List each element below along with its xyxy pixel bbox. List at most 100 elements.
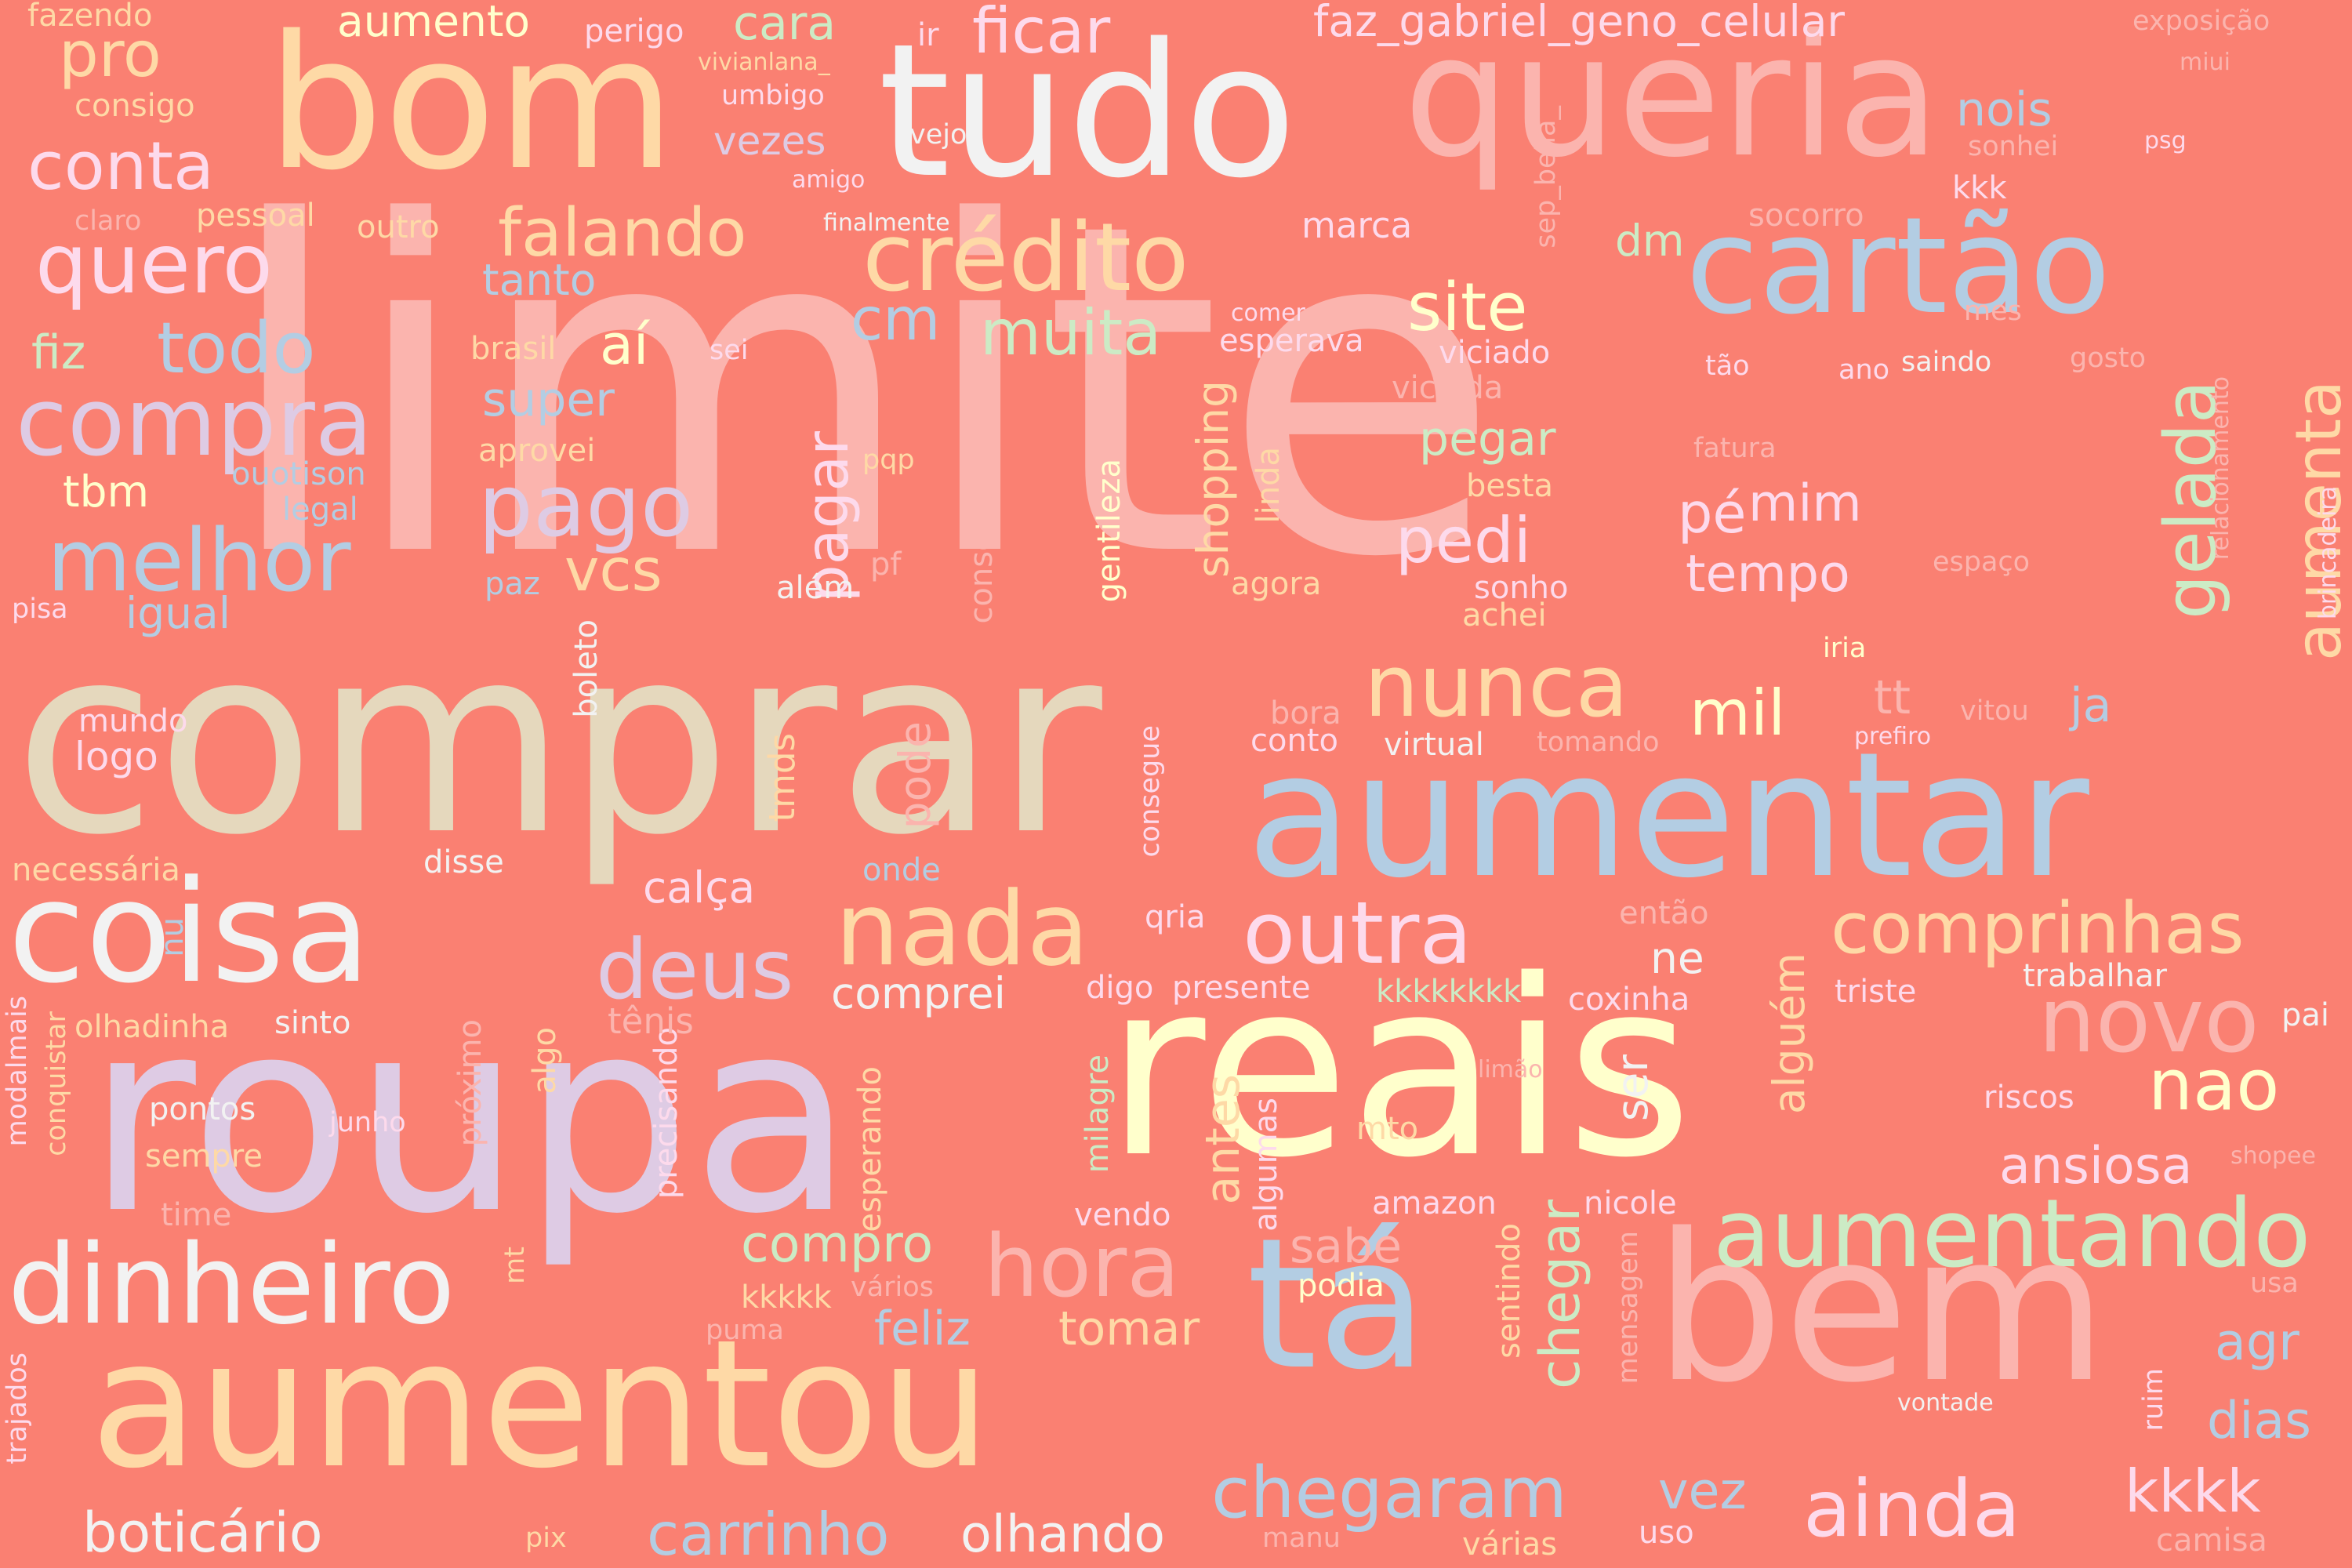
word-sonhei: sonhei [1968, 131, 2059, 162]
word-sonho: sonho [1474, 570, 1569, 606]
word-mim: mim [1748, 474, 1862, 533]
word-dinheiro: dinheiro [8, 1221, 456, 1349]
word-esperando: esperando [852, 1066, 888, 1232]
word-proximo: próximo [452, 1019, 488, 1147]
word-nu: nu [154, 917, 191, 957]
word-varios: vários [851, 1272, 934, 1303]
word-puma: puma [706, 1315, 784, 1346]
word-sempre: sempre [145, 1138, 263, 1174]
word-ficar: ficar [972, 0, 1111, 67]
word-tudo: tudo [878, 5, 1298, 219]
word-agora: agora [1231, 566, 1322, 602]
word-exposicao: exposição [2132, 5, 2270, 37]
word-logo: logo [74, 734, 158, 779]
word-mto: mto [1356, 1111, 1419, 1147]
word-kkkk: kkkk [2125, 1457, 2261, 1526]
word-tomar: tomar [1058, 1301, 1200, 1356]
word-riscos: riscos [1984, 1080, 2074, 1116]
word-trajados: trajados [2, 1352, 33, 1465]
word-mensagem: mensagem [1613, 1231, 1644, 1385]
word-reais: reais [1105, 928, 1693, 1211]
word-alem: além [776, 570, 855, 606]
word-iria: iria [1823, 633, 1867, 664]
word-triste: triste [1835, 974, 1917, 1010]
word-achei: achei [1462, 597, 1547, 633]
word-vivianlana: vivianlana_ [698, 49, 830, 76]
word-socorro: socorro [1748, 198, 1864, 234]
word-claro: claro [74, 205, 142, 237]
word-nada: nada [835, 869, 1090, 989]
word-limite: limite [221, 127, 1501, 656]
word-igual: igual [125, 588, 231, 638]
word-sei: sei [710, 335, 749, 366]
word-bora: bora [1270, 695, 1341, 731]
word-pro: pro [59, 18, 162, 91]
word-agr: agr [2215, 1313, 2299, 1372]
word-tmds: tmds [761, 733, 803, 822]
word-miui: miui [2180, 49, 2230, 76]
word-feliz: feliz [874, 1301, 971, 1356]
word-besta: besta [1466, 468, 1554, 504]
word-pedi: pedi [1396, 504, 1532, 577]
word-site: site [1407, 269, 1528, 347]
word-amigo: amigo [792, 166, 866, 194]
word-olhando: olhando [960, 1505, 1166, 1564]
word-camisa: camisa [2156, 1523, 2267, 1559]
word-melhor: melhor [47, 510, 351, 611]
word-roupa: roupa [86, 962, 855, 1272]
word-pai: pai [2281, 997, 2330, 1033]
word-cm: cm [851, 285, 941, 354]
word-ja: ja [2070, 678, 2112, 733]
word-pegar: pegar [1419, 412, 1556, 466]
word-pe: pé [1678, 481, 1747, 546]
word-trabalhar: trabalhar [2023, 958, 2167, 994]
word-todo: todo [157, 307, 316, 390]
word-sentindo: sentindo [1491, 1223, 1527, 1359]
word-olhadinha: olhadinha [74, 1009, 230, 1045]
word-dias: dias [2207, 1392, 2312, 1450]
word-consegue: consegue [1134, 725, 1166, 858]
word-sep-bella: sep_bella_ [1530, 106, 1562, 249]
word-pode: pode [890, 721, 940, 829]
word-aumento: aumento [337, 0, 531, 46]
word-ruim: ruim [2138, 1368, 2169, 1432]
word-aumentou: aumentou [90, 1302, 992, 1508]
word-nois: nois [1956, 82, 2053, 137]
word-tt: tt [1874, 670, 1911, 725]
word-qria: qria [1145, 899, 1206, 935]
word-chegaram: chegaram [1211, 1452, 1567, 1534]
word-comprar: comprar [14, 590, 1102, 891]
word-uso: uso [1639, 1515, 1694, 1551]
word-finalmente: finalmente [823, 209, 950, 237]
word-conseguir: conseguir [964, 470, 1000, 624]
word-brincadeira: brincadeira [2314, 486, 2342, 620]
word-chegar: chegar [1528, 1200, 1592, 1390]
word-alguem: alguém [1764, 953, 1814, 1115]
word-tbm: tbm [63, 466, 150, 517]
word-credito: crédito [862, 204, 1189, 313]
word-ta: tá [1247, 1200, 1428, 1410]
word-esperava: esperava [1219, 323, 1364, 359]
word-compra: compra [16, 368, 373, 477]
word-onde: onde [862, 852, 941, 888]
word-pqp: pqp [862, 445, 915, 476]
word-cartao: cartão [1686, 189, 2111, 344]
word-consigo: consigo [74, 88, 195, 124]
word-dm: dm [1615, 216, 1685, 266]
word-kkkkkkkk: kkkkkkkk [1376, 974, 1522, 1010]
word-aprovei: aprovei [478, 433, 596, 469]
word-algo: algo [527, 1027, 563, 1094]
word-antes: antes [1196, 1074, 1250, 1205]
word-ouotison: ouotison [231, 456, 366, 492]
word-time: time [161, 1197, 232, 1233]
word-vcs: vcs [564, 535, 662, 604]
word-necessaria: necessária [12, 852, 180, 888]
word-digo: digo [1086, 970, 1154, 1006]
word-disse: disse [423, 844, 504, 880]
word-calca: calça [643, 862, 756, 913]
word-legal: legal [282, 492, 358, 528]
word-tomando: tomando [1537, 727, 1660, 758]
word-muita: muita [980, 296, 1162, 369]
word-relacionamento: relacionamento [2207, 376, 2234, 561]
